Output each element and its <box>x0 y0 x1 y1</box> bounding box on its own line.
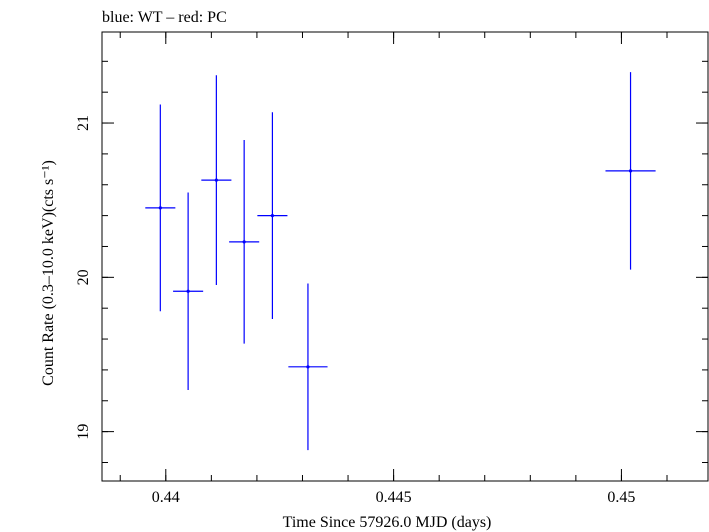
y-tick-label: 19 <box>75 424 92 440</box>
x-tick-label: 0.45 <box>607 489 635 506</box>
point-marker <box>186 289 190 293</box>
y-axis-label: Count Rate (0.3–10.0 keV)(cts s⁻¹) <box>40 160 57 386</box>
plot-frame <box>101 31 709 482</box>
point-marker <box>306 365 310 369</box>
data-point <box>605 72 656 270</box>
chart-title: blue: WT – red: PC <box>102 9 227 26</box>
data-points <box>145 72 656 451</box>
data-point <box>229 140 260 344</box>
y-tick-label: 20 <box>75 269 92 285</box>
axis-tick-labels: 0.44 0.445 0.45 19 20 21 <box>75 115 635 506</box>
point-marker <box>270 214 275 218</box>
data-point <box>288 283 328 451</box>
x-axis-label: Time Since 57926.0 MJD (days) <box>283 514 492 531</box>
point-marker <box>158 206 162 210</box>
x-tick-label: 0.445 <box>376 489 412 506</box>
point-marker <box>214 178 218 182</box>
point-marker <box>628 169 633 173</box>
data-point <box>257 112 288 319</box>
data-point <box>173 192 204 390</box>
x-tick-label: 0.44 <box>152 489 180 506</box>
point-marker <box>242 240 246 244</box>
axis-ticks <box>102 32 708 481</box>
data-point <box>145 104 176 312</box>
data-point <box>201 75 232 286</box>
y-tick-label: 21 <box>75 115 92 131</box>
